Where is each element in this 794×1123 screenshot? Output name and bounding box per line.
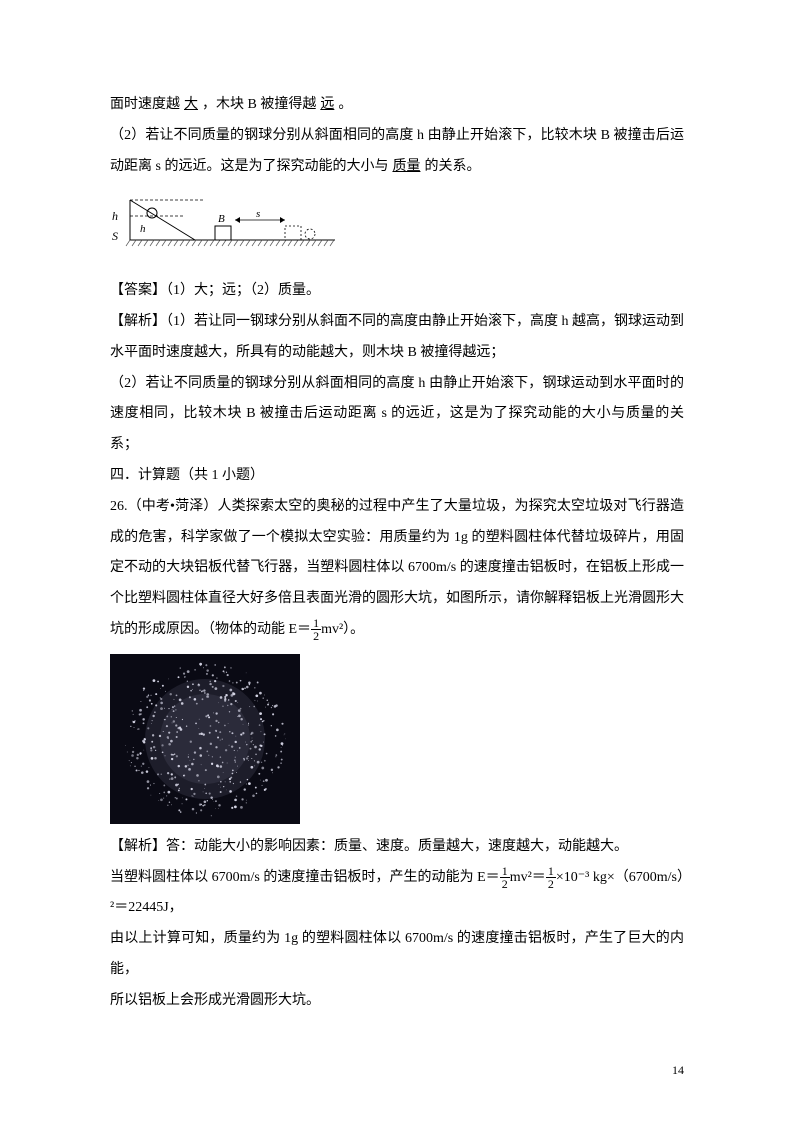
svg-text:S: S bbox=[112, 229, 118, 243]
page-number: 14 bbox=[672, 1057, 684, 1083]
svg-text:h: h bbox=[112, 209, 118, 223]
svg-text:h: h bbox=[140, 223, 146, 235]
text: 四．计算题（共 1 小题） bbox=[110, 468, 264, 483]
fraction-half: 12 bbox=[500, 865, 510, 890]
text: 面时速度越 bbox=[110, 97, 180, 112]
text: 当塑料圆柱体以 6700m/s 的速度撞击铝板时，产生的动能为 E＝ bbox=[110, 870, 500, 885]
text: （1）若让同一钢球分别从斜面不同的高度由静止开始滚下，高度 h 越高，钢球运动到… bbox=[110, 314, 684, 360]
text: （2）若让不同质量的钢球分别从斜面相同的高度 h 由静止开始滚下，钢球运动到水平… bbox=[110, 376, 684, 453]
fraction-half: 12 bbox=[311, 617, 321, 642]
text: 。 bbox=[338, 97, 352, 112]
answer-label: 【答案】 bbox=[110, 283, 166, 298]
text: 由以上计算可知，质量约为 1g 的塑料圆柱体以 6700m/s 的速度撞击铝板时… bbox=[110, 931, 684, 977]
answer-line: 【答案】（1）大；远；（2）质量。 bbox=[110, 276, 684, 307]
text: mv²＝ bbox=[510, 870, 546, 885]
para-line2: （2）若让不同质量的钢球分别从斜面相同的高度 h 由静止开始滚下，比较木块 B … bbox=[110, 121, 684, 183]
text: 26.（中考•菏泽）人类探索太空的奥秘的过程中产生了大量垃圾，为探究太空垃圾对飞… bbox=[110, 499, 684, 637]
blank-mass: 质量 bbox=[388, 159, 424, 174]
space-debris-image bbox=[110, 654, 300, 824]
text: ，木块 B 被撞得越 bbox=[202, 97, 316, 112]
solution-4: 所以铝板上会形成光滑圆形大坑。 bbox=[110, 986, 684, 1017]
solution-1: 【解析】答：动能大小的影响因素：质量、速度。质量越大，速度越大，动能越大。 bbox=[110, 832, 684, 863]
text: mv²）。 bbox=[321, 622, 364, 637]
solution-2: 当塑料圆柱体以 6700m/s 的速度撞击铝板时，产生的动能为 E＝12mv²＝… bbox=[110, 863, 684, 925]
text: 的关系。 bbox=[424, 159, 480, 174]
blank-yuan: 远 bbox=[316, 97, 338, 112]
text: 所以铝板上会形成光滑圆形大坑。 bbox=[110, 993, 320, 1008]
question-26: 26.（中考•菏泽）人类探索太空的奥秘的过程中产生了大量垃圾，为探究太空垃圾对飞… bbox=[110, 492, 684, 646]
blank-da: 大 bbox=[180, 97, 202, 112]
analysis-label: 【解析】 bbox=[110, 314, 166, 329]
svg-text:B: B bbox=[218, 213, 225, 225]
svg-text:s: s bbox=[256, 208, 260, 220]
para-line1: 面时速度越大，木块 B 被撞得越远。 bbox=[110, 90, 684, 121]
fraction-half: 12 bbox=[546, 865, 556, 890]
section-4-heading: 四．计算题（共 1 小题） bbox=[110, 461, 684, 492]
inclined-plane-diagram: hShBs bbox=[110, 190, 684, 268]
analysis-2: （2）若让不同质量的钢球分别从斜面相同的高度 h 由静止开始滚下，钢球运动到水平… bbox=[110, 369, 684, 461]
text: 【解析】答：动能大小的影响因素：质量、速度。质量越大，速度越大，动能越大。 bbox=[110, 839, 628, 854]
answer-text: （1）大；远；（2）质量。 bbox=[166, 283, 320, 298]
solution-3: 由以上计算可知，质量约为 1g 的塑料圆柱体以 6700m/s 的速度撞击铝板时… bbox=[110, 924, 684, 986]
analysis-1: 【解析】（1）若让同一钢球分别从斜面不同的高度由静止开始滚下，高度 h 越高，钢… bbox=[110, 307, 684, 369]
